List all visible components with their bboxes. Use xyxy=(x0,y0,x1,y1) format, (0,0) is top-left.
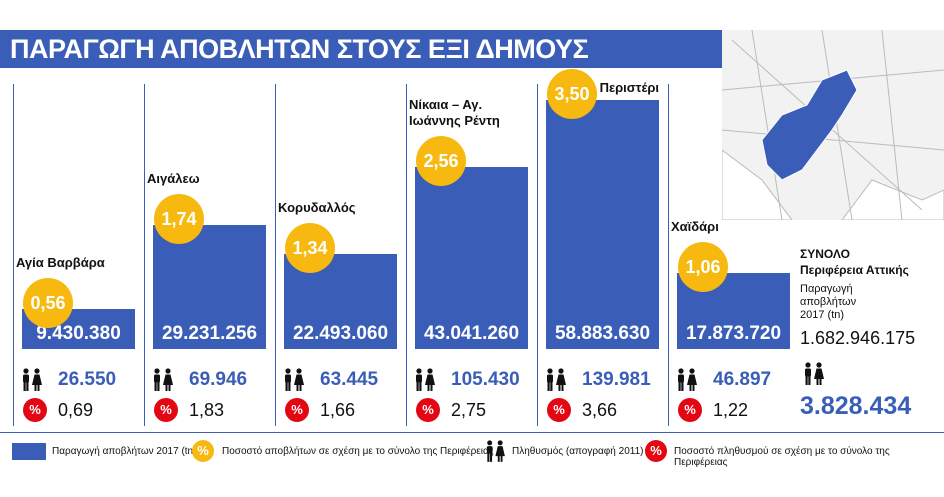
category-label: Αγία Βαρβάρα xyxy=(16,255,105,271)
population-icon xyxy=(282,368,306,392)
population-label: 46.897 xyxy=(713,369,772,390)
divider xyxy=(0,432,944,433)
bar-value-label: 58.883.630 xyxy=(554,323,651,344)
separator xyxy=(275,84,276,426)
waste-share-badge: 2,56 xyxy=(416,135,466,186)
bar xyxy=(415,166,528,349)
population-share-badge: % xyxy=(285,398,309,422)
separator xyxy=(668,84,669,426)
map xyxy=(722,30,944,220)
population-label: 69.946 xyxy=(189,369,248,390)
waste-share-badge: 1,06 xyxy=(678,242,728,293)
category-label: Κορυδαλλός xyxy=(278,199,356,215)
legend-label: Ποσοστό πληθυσμού σε σχέση με το σύνολο … xyxy=(674,446,890,468)
population-share-label: 1,66 xyxy=(320,400,356,420)
bar-value-label: 9.430.380 xyxy=(36,323,121,344)
category-label: Αιγάλεω xyxy=(147,171,200,187)
bar xyxy=(546,100,659,349)
population-label: 105.430 xyxy=(451,369,520,390)
separator xyxy=(537,84,538,426)
waste-share-badge: 1,34 xyxy=(285,222,335,273)
waste-share-badge: 3,50 xyxy=(547,69,597,119)
population-icon xyxy=(802,362,826,386)
population-icon xyxy=(544,368,568,392)
population-share-badge: % xyxy=(547,398,571,422)
bar-value-label: 29.231.256 xyxy=(161,323,258,344)
separator xyxy=(144,84,145,426)
population-share-badge: % xyxy=(154,398,178,422)
legend-swatch: % xyxy=(645,440,667,462)
population-icon xyxy=(484,440,507,463)
chart-title: ΠΑΡΑΓΩΓΗ ΑΠΟΒΛΗΤΩΝ ΣΤΟΥΣ ΕΞΙ ΔΗΜΟΥΣ xyxy=(0,30,722,68)
waste-share-badge: 1,74 xyxy=(154,194,204,245)
category-label: Νίκαια – Αγ. Ιωάννης Ρέντη xyxy=(409,97,500,128)
population-share-badge: % xyxy=(23,398,47,422)
population-icon xyxy=(20,368,44,392)
bar-value-label: 22.493.060 xyxy=(292,323,389,344)
population-share-label: 2,75 xyxy=(451,400,487,420)
legend-swatch xyxy=(12,443,46,460)
legend-label: Ποσοστό αποβλήτων σε σχέση με το σύνολο … xyxy=(222,446,494,457)
total-title: Περιφέρεια Αττικής xyxy=(800,263,909,277)
bar-value-label: 43.041.260 xyxy=(423,323,520,344)
population-label: 26.550 xyxy=(58,369,117,390)
bar xyxy=(153,225,266,349)
separator xyxy=(13,84,14,426)
population-share-badge: % xyxy=(416,398,440,422)
population-share-label: 3,66 xyxy=(582,400,618,420)
separator xyxy=(406,84,407,426)
population-share-label: 1,83 xyxy=(189,400,225,420)
total-title: ΣΥΝΟΛΟ xyxy=(800,247,850,261)
total-population: 3.828.434 xyxy=(800,392,912,420)
category-label: Χαϊδάρι xyxy=(671,219,719,235)
population-share-badge: % xyxy=(678,398,702,422)
population-icon xyxy=(151,368,175,392)
category-label: Περιστέρι xyxy=(599,80,659,95)
total-waste-caption: Παραγωγή αποβλήτων 2017 (tn) xyxy=(800,283,857,321)
legend-swatch: % xyxy=(192,440,214,462)
population-label: 63.445 xyxy=(320,369,379,390)
population-share-label: 1,22 xyxy=(713,400,749,420)
legend-label: Παραγωγή αποβλήτων 2017 (tn) xyxy=(52,446,197,457)
population-icon xyxy=(413,368,437,392)
bar-value-label: 17.873.720 xyxy=(685,323,782,344)
population-icon xyxy=(675,368,699,392)
population-share-label: 0,69 xyxy=(58,400,94,420)
total-waste: 1.682.946.175 xyxy=(800,328,916,348)
waste-share-badge: 0,56 xyxy=(23,278,73,329)
population-label: 139.981 xyxy=(582,369,651,390)
legend-label: Πληθυσμός (απογραφή 2011) xyxy=(512,446,644,457)
